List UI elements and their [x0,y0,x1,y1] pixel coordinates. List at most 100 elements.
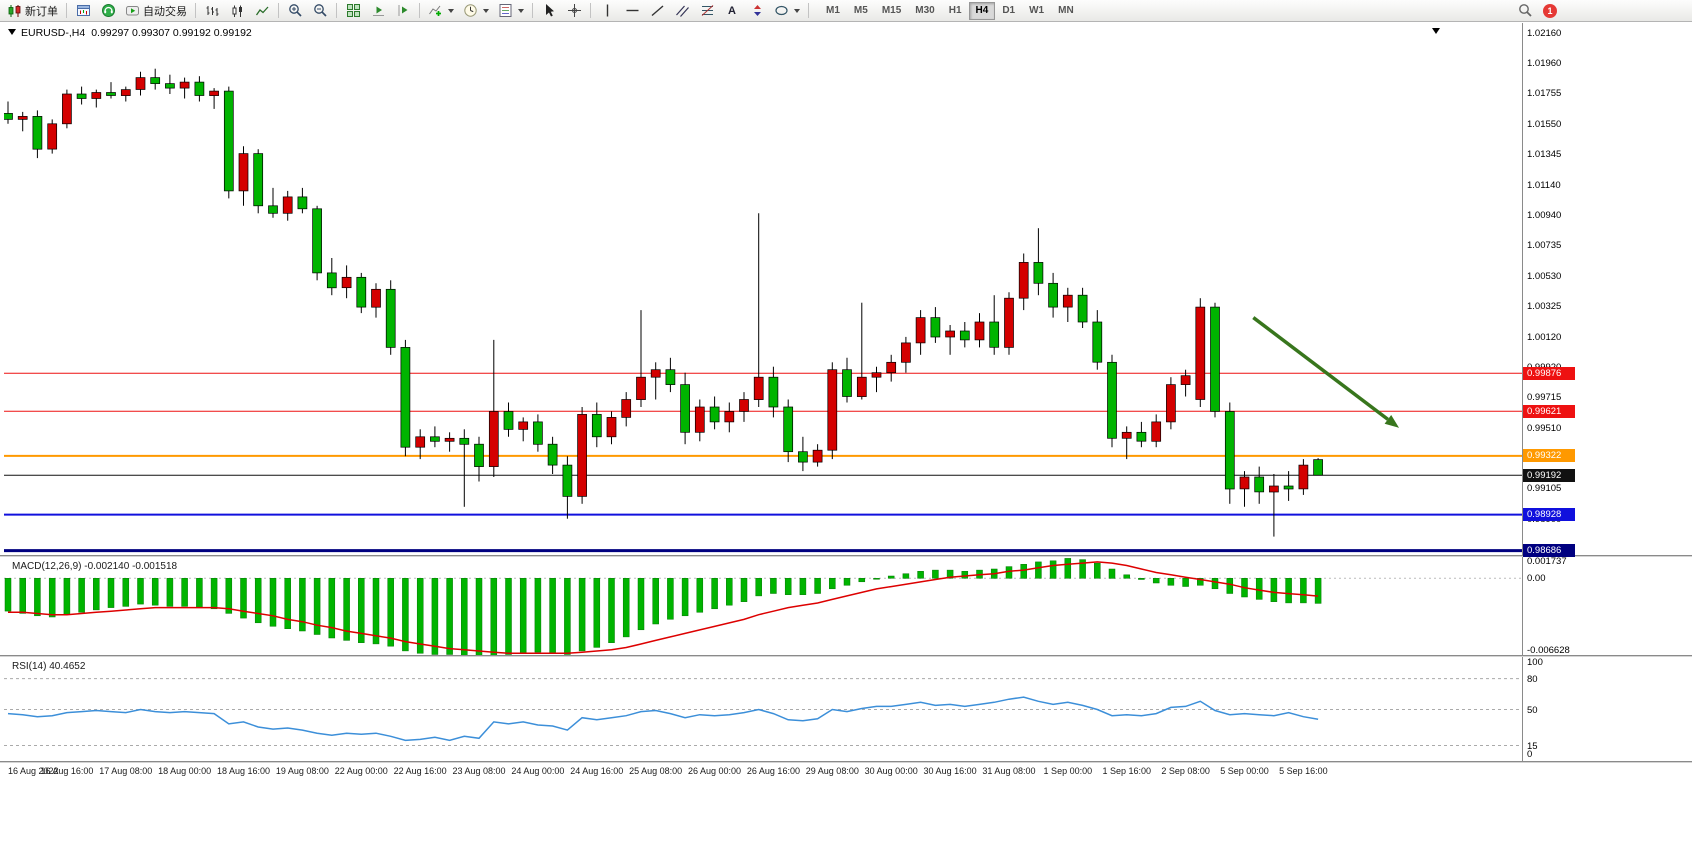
templates-caret-icon [518,8,524,13]
indicators-button[interactable] [424,1,458,21]
autotrading-icon [126,6,139,16]
time-axis[interactable]: 16 Aug 2022 16 Aug 16:00 17 Aug 08:00 18 Au… [0,762,1692,782]
macd-panel-splitter[interactable] [0,555,1692,557]
candlestick-chart-button[interactable] [225,1,249,21]
time-axis-label: 31 Aug 08:00 [982,766,1036,776]
auto-scroll-button[interactable] [366,1,390,21]
chart-shift-marker-icon[interactable] [1432,28,1440,34]
time-axis-label: 24 Aug 16:00 [570,766,624,776]
tile-windows-button[interactable] [341,1,365,21]
rsi-scale-label: 80 [1527,673,1538,685]
shapes-tool-button[interactable] [770,1,804,21]
time-axis-label: 17 Aug 08:00 [99,766,153,776]
zoom-in-button[interactable] [283,1,307,21]
timeframe-group: M1 M5 M15 M30 H1 H4 D1 W1 MN [819,1,1081,20]
horizontal-line-icon [626,9,638,12]
autotrading-label: 自动交易 [143,5,187,18]
time-axis-label: 16 Aug 16:00 [40,766,94,776]
macd-label: MACD(12,26,9) -0.002140 -0.001518 [12,561,178,572]
auto-scroll-icon [372,6,384,16]
trendline-tool-button[interactable] [645,1,669,21]
price-tag-0.99322: 0.99322 [1523,449,1575,463]
indicators-caret-icon [448,8,454,13]
tf-m5-button[interactable]: M5 [853,5,868,16]
tf-m30-button[interactable]: M30 [915,5,935,16]
search-icon[interactable] [1518,3,1533,18]
crosshair-button[interactable] [562,1,586,21]
macd-scale-label: 0.00 [1527,573,1546,585]
time-axis-label: 22 Aug 16:00 [393,766,447,776]
community-button[interactable] [96,1,120,21]
cursor-icon [545,4,554,17]
toolbar-separator [66,3,67,18]
new-chart-button[interactable] [71,1,95,21]
toolbar-separator [278,3,279,18]
macd-indicator-canvas[interactable] [4,558,1522,656]
tf-w1-button[interactable]: W1 [1029,5,1045,16]
chart-window-icon [76,5,90,16]
time-axis-label: 30 Aug 16:00 [923,766,977,776]
main-toolbar: 新订单 自动交易 [0,0,1692,22]
tf-mn-button[interactable]: MN [1058,5,1074,16]
horizontal-line-tool-button[interactable] [620,1,644,21]
price-axis-label: 1.01550 [1527,118,1562,130]
macd-scale-label: 0.001737 [1527,556,1567,567]
price-axis-label: 1.02160 [1527,27,1562,39]
price-axis-label: 0.99105 [1527,483,1562,495]
time-axis-label: 5 Sep 16:00 [1279,766,1328,776]
chart-corner-marker-icon[interactable] [8,29,16,35]
rsi-panel-splitter[interactable] [0,655,1692,657]
zoom-out-icon [313,4,327,17]
ohlc-values: 0.99297 0.99307 0.99192 0.99192 [91,27,252,39]
cursor-button[interactable] [537,1,561,21]
arrows-tool-button[interactable] [745,1,769,21]
new-order-button[interactable]: 新订单 [3,1,62,21]
text-tool-button[interactable]: A [720,1,744,21]
toolbar-separator [532,3,533,18]
tf-h1-button[interactable]: H1 [948,5,962,16]
time-axis-label: 1 Sep 00:00 [1043,766,1093,776]
time-axis-label: 16 Aug 2022 [8,766,59,776]
time-axis-label: 19 Aug 08:00 [275,766,329,776]
line-chart-icon [255,6,268,15]
price-axis-label: 1.00735 [1527,240,1562,252]
vertical-line-tool-button[interactable] [595,1,619,21]
price-axis-label: 1.00530 [1527,270,1562,282]
chart-shift-button[interactable] [391,1,415,21]
tf-d1-button[interactable]: D1 [1002,5,1016,16]
template-icon [499,4,512,17]
time-axis-label: 5 Sep 00:00 [1220,766,1269,776]
price-axis-label: 0.99715 [1527,392,1562,404]
time-axis-label: 26 Aug 16:00 [746,766,800,776]
fibonacci-tool-button[interactable] [695,1,719,21]
zoom-out-button[interactable] [308,1,332,21]
rsi-indicator-canvas[interactable] [4,658,1522,761]
time-axis-label: 1 Sep 16:00 [1102,766,1151,776]
toolbar-separator [419,3,420,18]
zoom-in-icon [288,4,302,17]
tile-windows-icon [346,4,360,17]
price-axis-label: 1.01960 [1527,57,1562,69]
bar-chart-button[interactable] [200,1,224,21]
autotrading-button[interactable]: 自动交易 [121,1,191,21]
equidistant-channel-icon [675,5,689,17]
tf-m15-button[interactable]: M15 [881,5,902,16]
price-tag-0.98928: 0.98928 [1523,508,1575,522]
time-axis-label: 29 Aug 08:00 [805,766,859,776]
price-chart-canvas[interactable] [4,24,1522,556]
time-axis-label: 26 Aug 00:00 [688,766,742,776]
templates-button[interactable] [494,1,528,21]
shapes-icon [775,5,788,16]
new-order-icon [8,4,21,17]
toolbar-separator [336,3,337,18]
channel-tool-button[interactable] [670,1,694,21]
periods-button[interactable] [459,1,493,21]
line-chart-button[interactable] [250,1,274,21]
notification-badge[interactable]: 1 [1543,3,1557,18]
tf-h4-button[interactable]: H4 [968,1,996,20]
macd-scale-label: -0.006628 [1527,645,1570,656]
price-tag-0.98686: 0.98686 [1523,544,1575,558]
tf-m1-button[interactable]: M1 [826,5,840,16]
candlesticks-icon [232,5,242,17]
chart-shift-icon [398,5,407,16]
